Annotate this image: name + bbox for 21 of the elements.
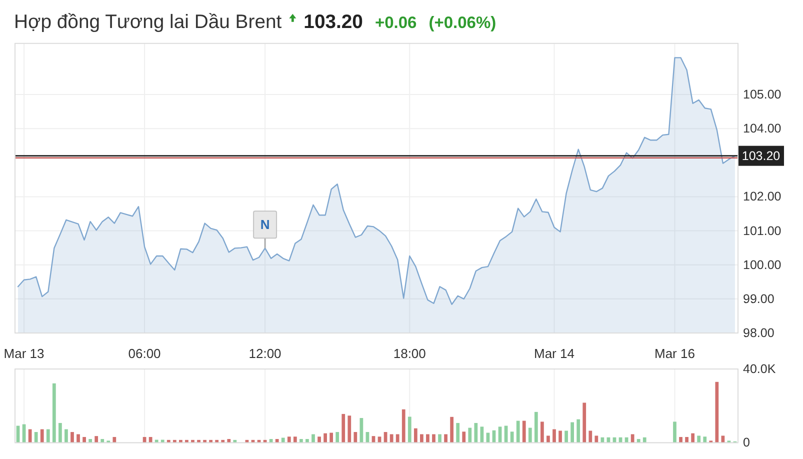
- text: 103.20: [304, 10, 363, 33]
- x-tick-label: Mar 16: [654, 346, 695, 361]
- y-tick-label: 40.0K: [743, 362, 776, 376]
- y-tick-label: 0: [743, 436, 750, 450]
- y-tick-label: 100.00: [743, 258, 782, 272]
- x-tick-label: 18:00: [393, 346, 426, 361]
- y-tick-label: 104.00: [743, 122, 782, 136]
- x-tick-label: 06:00: [128, 346, 161, 361]
- x-tick-label: Mar 13: [4, 346, 44, 361]
- x-tick-label: Mar 14: [534, 346, 574, 361]
- y-tick-label: 101.00: [743, 224, 782, 238]
- text: +0.06: [374, 14, 417, 32]
- y-tick-label: 105.00: [743, 88, 782, 102]
- y-tick-label: 98.00: [743, 326, 774, 340]
- y-tick-label: 99.00: [743, 292, 774, 306]
- chart-title: Hợp đồng Tương lai Dầu Brent: [14, 10, 282, 33]
- annotation: N: [260, 217, 270, 232]
- ref-line-label: 103.20: [742, 148, 780, 163]
- x-tick-label: 12:00: [248, 346, 282, 361]
- y-tick-label: 102.00: [743, 190, 782, 204]
- text: (+0.06%): [428, 14, 496, 32]
